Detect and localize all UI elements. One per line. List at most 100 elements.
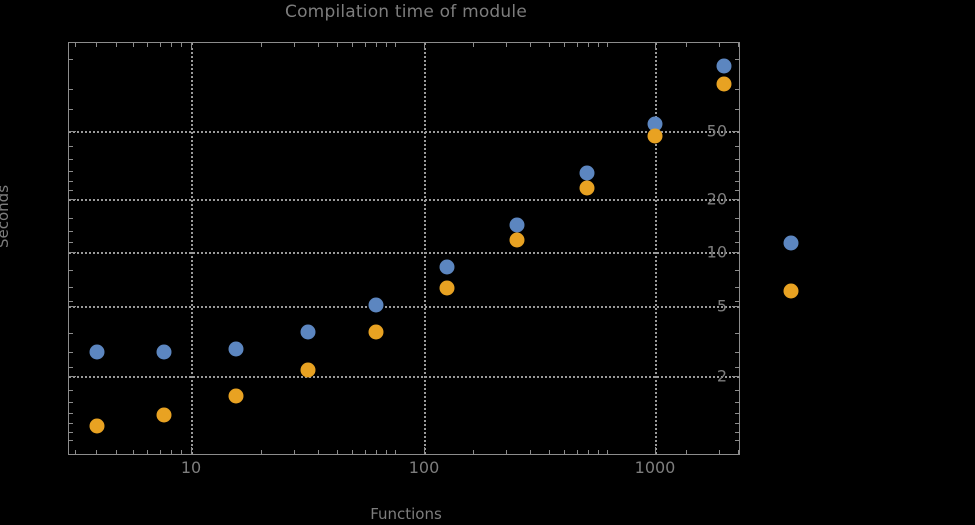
axis-tick <box>735 159 739 160</box>
data-point-orange <box>89 418 105 434</box>
axis-tick <box>318 43 319 47</box>
y-tick-label: 20 <box>706 189 727 209</box>
axis-tick <box>735 270 739 271</box>
axis-tick <box>294 450 295 454</box>
axis-tick <box>376 450 377 454</box>
data-point-orange <box>716 76 732 92</box>
axis-tick <box>69 171 73 172</box>
axis-tick <box>738 450 739 454</box>
axis-tick <box>75 450 76 454</box>
axis-tick <box>735 242 739 243</box>
y-tick-label: 5 <box>716 296 727 316</box>
axis-tick <box>147 43 148 47</box>
data-point-orange <box>156 407 172 423</box>
axis-tick <box>588 450 589 454</box>
axis-tick <box>735 333 739 334</box>
y-tick-label: 2 <box>716 366 727 386</box>
axis-tick <box>318 450 319 454</box>
axis-tick <box>69 440 73 441</box>
chart-title: Compilation time of module <box>285 2 527 22</box>
axis-tick <box>719 450 720 454</box>
data-point-orange <box>783 283 799 299</box>
axis-tick <box>598 450 599 454</box>
axis-tick <box>564 43 565 47</box>
x-axis-title: Functions <box>370 505 442 523</box>
gridline-horizontal <box>69 306 739 308</box>
axis-tick <box>69 301 73 302</box>
axis-tick <box>116 43 117 47</box>
axis-tick <box>473 450 474 454</box>
axis-tick <box>69 199 76 200</box>
axis-tick <box>69 402 73 403</box>
axis-tick <box>735 402 739 403</box>
data-point-blue <box>156 344 172 360</box>
axis-tick <box>116 450 117 454</box>
y-tick-label: 50 <box>706 121 727 141</box>
axis-tick <box>69 287 73 288</box>
axis-tick <box>577 450 578 454</box>
axis-tick <box>69 333 73 334</box>
axis-tick <box>424 447 425 454</box>
x-tick-label: 10 <box>180 458 202 477</box>
data-point-orange <box>579 180 595 196</box>
axis-tick <box>181 43 182 47</box>
axis-tick <box>588 43 589 47</box>
gridline-horizontal <box>69 252 739 254</box>
axis-tick <box>735 432 739 433</box>
gridline-horizontal <box>69 376 739 378</box>
axis-tick <box>735 171 739 172</box>
axis-tick <box>549 43 550 47</box>
data-point-blue <box>579 165 595 181</box>
gridline-horizontal <box>69 199 739 201</box>
axis-tick <box>735 218 739 219</box>
data-point-orange <box>300 362 316 378</box>
gridline-horizontal <box>69 131 739 133</box>
axis-tick <box>191 447 192 454</box>
axis-tick <box>719 43 720 47</box>
axis-tick <box>69 376 76 377</box>
data-point-orange <box>647 128 663 144</box>
plot-inner <box>69 43 799 454</box>
axis-tick <box>735 287 739 288</box>
axis-tick <box>96 43 97 47</box>
axis-tick <box>69 59 73 60</box>
axis-tick <box>530 43 531 47</box>
axis-tick <box>735 146 739 147</box>
axis-tick <box>69 190 73 191</box>
axis-tick <box>69 242 73 243</box>
axis-tick <box>735 413 739 414</box>
axis-tick <box>598 43 599 47</box>
data-point-orange <box>509 232 525 248</box>
axis-tick <box>376 43 377 47</box>
axis-tick <box>69 252 76 253</box>
axis-tick <box>69 181 73 182</box>
axis-tick <box>735 301 739 302</box>
axis-tick <box>549 450 550 454</box>
data-point-blue <box>509 217 525 233</box>
axis-tick <box>69 306 76 307</box>
axis-tick <box>261 43 262 47</box>
axis-tick <box>191 43 192 50</box>
axis-tick <box>96 450 97 454</box>
axis-tick <box>732 131 739 132</box>
axis-tick <box>735 190 739 191</box>
plot-area: 50 20 10 5 2 10 100 1000 <box>68 42 799 477</box>
data-point-blue <box>368 297 384 313</box>
axis-tick <box>69 352 73 353</box>
axis-tick <box>655 447 656 454</box>
data-point-blue <box>300 324 316 340</box>
data-point-blue <box>647 116 663 132</box>
data-point-orange <box>368 324 384 340</box>
axis-tick <box>69 218 73 219</box>
gridline-vertical <box>655 43 657 454</box>
axis-tick <box>337 450 338 454</box>
axis-tick <box>352 450 353 454</box>
axis-tick <box>732 376 739 377</box>
gridline-vertical <box>191 43 193 454</box>
axis-tick <box>686 450 687 454</box>
axis-tick <box>69 146 73 147</box>
x-tick-label: 1000 <box>634 458 676 477</box>
axis-tick <box>69 159 73 160</box>
axis-tick <box>69 390 73 391</box>
axis-tick <box>365 43 366 47</box>
